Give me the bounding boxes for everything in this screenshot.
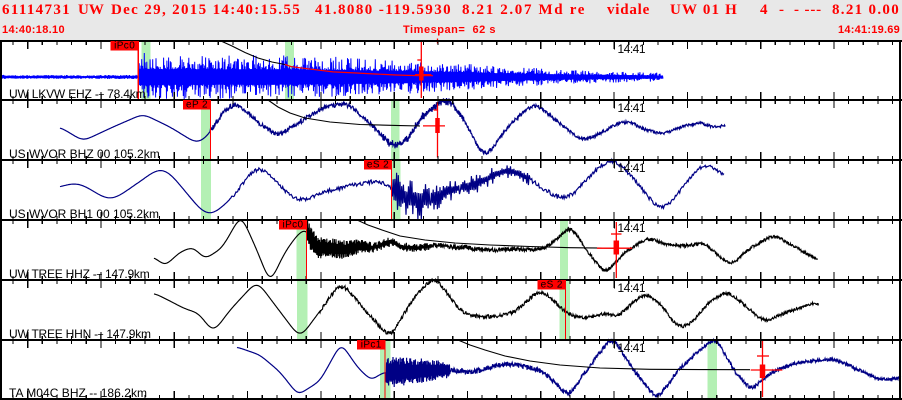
svg-text:eS 2: eS 2	[541, 279, 563, 290]
svg-text:14:41: 14:41	[618, 161, 646, 175]
svg-text:US WVOR BHZ 00 105.2km: US WVOR BHZ 00 105.2km	[9, 147, 160, 161]
svg-text:14:41: 14:41	[618, 341, 646, 355]
svg-text:UW LKVW EHZ -T 78.4km: UW LKVW EHZ -T 78.4km	[9, 87, 146, 103]
svg-text:iPc0: iPc0	[114, 40, 135, 51]
svg-text:eP 2: eP 2	[186, 99, 208, 110]
svg-text:UW TREE HHN -T 147.9km: UW TREE HHN -T 147.9km	[9, 327, 151, 343]
svg-text:US WVOR BH1 00 105.2km: US WVOR BH1 00 105.2km	[9, 207, 159, 221]
svg-text:14:41: 14:41	[618, 42, 646, 56]
svg-text:iPc1: iPc1	[361, 339, 382, 350]
svg-text:UW TREE HHZ -T 147.9km: UW TREE HHZ -T 147.9km	[9, 267, 150, 283]
svg-text:14:41: 14:41	[618, 101, 646, 115]
svg-text:14:41: 14:41	[618, 281, 646, 295]
svg-text:eS 2: eS 2	[367, 159, 389, 170]
svg-text:iPc0: iPc0	[282, 219, 303, 230]
svg-text:TA M04C BHZ -- 186.2km: TA M04C BHZ -- 186.2km	[9, 386, 147, 400]
svg-text:14:41: 14:41	[618, 221, 646, 235]
